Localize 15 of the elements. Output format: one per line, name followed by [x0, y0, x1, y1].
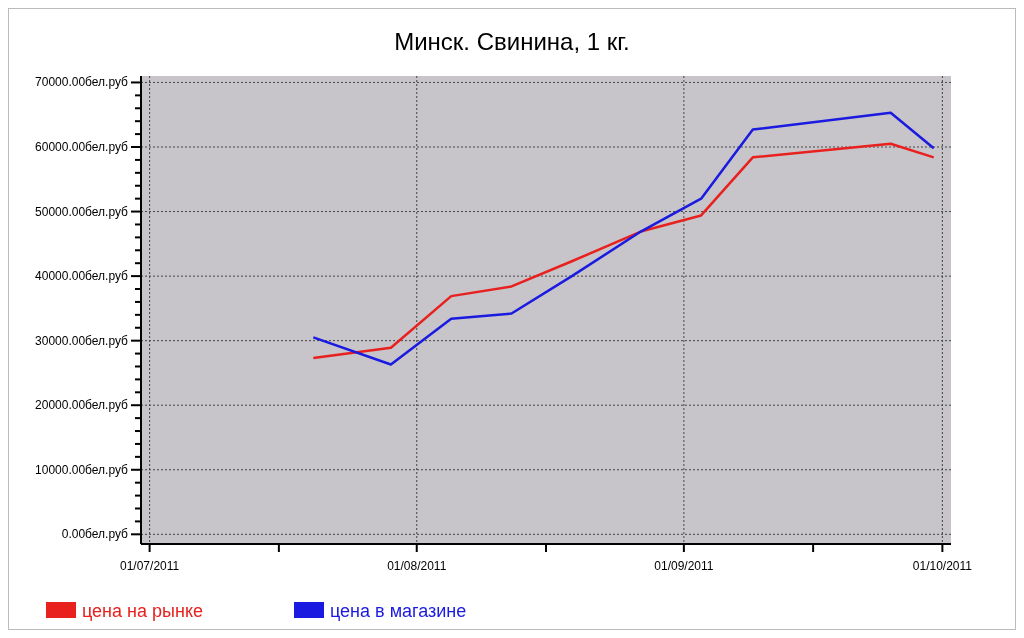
y-tick-label: 70000.00бел.руб [35, 75, 129, 90]
x-tick-label: 01/09/2011 [654, 559, 714, 573]
chart-title: Минск. Свинина, 1 кг. [394, 28, 630, 55]
legend-label: цена на рынке [82, 601, 203, 621]
y-tick-label: 20000.00бел.руб [35, 398, 129, 413]
y-tick-label: 40000.00бел.руб [35, 269, 129, 284]
y-tick-label: 10000.00бел.руб [35, 462, 129, 477]
y-tick-label: 30000.00бел.руб [35, 333, 129, 348]
y-tick-label: 0.00бел.руб [61, 527, 129, 542]
x-tick-label: 01/07/2011 [120, 559, 180, 573]
y-tick-label: 60000.00бел.руб [35, 140, 129, 155]
y-tick-label: 50000.00бел.руб [35, 204, 129, 219]
x-tick-label: 01/10/2011 [912, 559, 973, 573]
x-tick-label: 01/08/2011 [387, 559, 447, 573]
legend-label: цена в магазине [330, 601, 467, 621]
